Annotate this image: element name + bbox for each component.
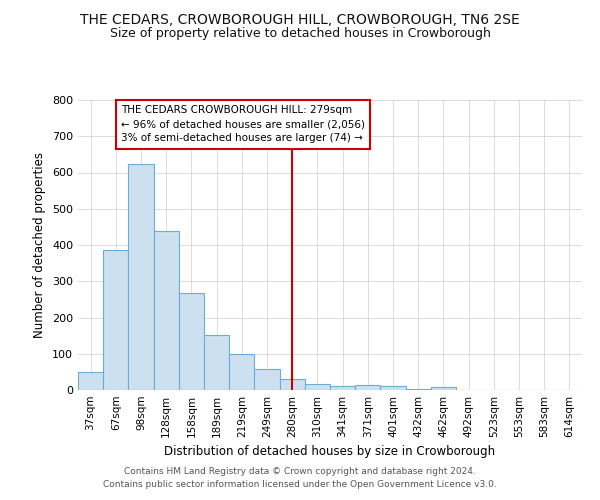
- Text: Contains public sector information licensed under the Open Government Licence v3: Contains public sector information licen…: [103, 480, 497, 489]
- Bar: [355, 384, 380, 390]
- Bar: [154, 230, 179, 390]
- Bar: [330, 386, 355, 390]
- Bar: [305, 384, 330, 390]
- Bar: [254, 370, 280, 390]
- Bar: [431, 387, 456, 390]
- Bar: [179, 293, 204, 390]
- Bar: [280, 379, 305, 390]
- X-axis label: Distribution of detached houses by size in Crowborough: Distribution of detached houses by size …: [164, 446, 496, 458]
- Text: Contains HM Land Registry data © Crown copyright and database right 2024.: Contains HM Land Registry data © Crown c…: [124, 467, 476, 476]
- Bar: [380, 386, 406, 390]
- Bar: [78, 372, 103, 390]
- Bar: [103, 250, 128, 390]
- Text: THE CEDARS, CROWBOROUGH HILL, CROWBOROUGH, TN6 2SE: THE CEDARS, CROWBOROUGH HILL, CROWBOROUG…: [80, 12, 520, 26]
- Y-axis label: Number of detached properties: Number of detached properties: [34, 152, 46, 338]
- Bar: [128, 164, 154, 390]
- Bar: [229, 354, 254, 390]
- Bar: [204, 334, 229, 390]
- Text: Size of property relative to detached houses in Crowborough: Size of property relative to detached ho…: [110, 28, 490, 40]
- Text: THE CEDARS CROWBOROUGH HILL: 279sqm
← 96% of detached houses are smaller (2,056): THE CEDARS CROWBOROUGH HILL: 279sqm ← 96…: [121, 106, 365, 144]
